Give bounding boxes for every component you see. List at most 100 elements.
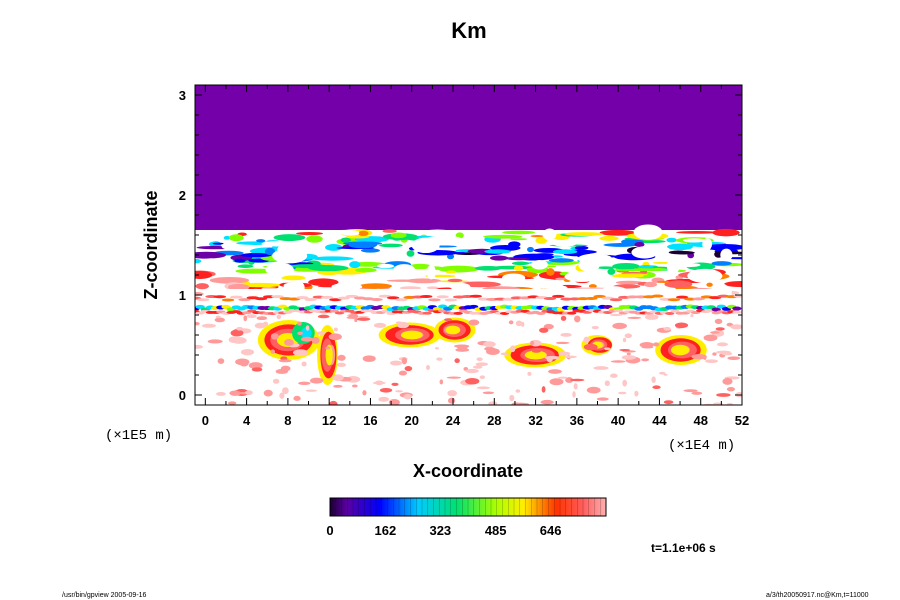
speckle <box>246 314 257 319</box>
band-cell <box>706 282 713 287</box>
lower-band-edge <box>221 298 235 302</box>
speckle <box>333 327 338 332</box>
lower-band-edge <box>585 296 598 300</box>
speckle <box>332 374 344 382</box>
speckle <box>622 379 628 387</box>
speckle <box>243 315 248 322</box>
lower-band-edge <box>436 295 449 299</box>
lower-band-edge <box>386 296 400 300</box>
speckle <box>391 382 399 387</box>
speckle <box>298 381 311 386</box>
x-axis-label: X-coordinate <box>413 461 523 481</box>
band-gap <box>201 258 221 267</box>
band-gap <box>682 238 706 243</box>
lower-band-edge <box>667 298 681 302</box>
lower-band-edge <box>469 294 482 298</box>
speckle <box>500 352 510 356</box>
speckle <box>691 353 707 360</box>
speckle <box>272 378 280 384</box>
lower-band-edge <box>254 297 268 301</box>
lower-band-edge <box>238 298 251 302</box>
speckle <box>455 348 470 352</box>
band-cell <box>360 248 380 253</box>
colorbar-tick-label: 162 <box>374 523 396 538</box>
band-cell <box>382 229 397 233</box>
speckle <box>447 397 456 404</box>
speckle <box>560 315 567 321</box>
band-cell <box>502 230 535 235</box>
speckle <box>398 370 407 376</box>
y-tick-label: 1 <box>179 288 186 303</box>
band-cell <box>348 241 378 249</box>
lower-band-edge <box>428 298 441 302</box>
band-cell <box>638 265 654 269</box>
colorbar-tick-label: 646 <box>540 523 562 538</box>
thin-layer-edge <box>665 311 675 315</box>
speckle <box>543 323 554 330</box>
band-cell <box>437 265 479 273</box>
speckle <box>510 345 516 353</box>
speckle <box>472 365 483 369</box>
speckle <box>555 341 570 345</box>
band-cell <box>445 270 457 274</box>
speckle <box>583 336 590 343</box>
speckle <box>618 391 627 395</box>
band-cell <box>513 265 524 271</box>
band-cell <box>234 258 246 263</box>
speckle <box>530 340 535 346</box>
band-gap <box>265 262 294 277</box>
speckle <box>476 357 483 362</box>
band-gap <box>633 224 663 240</box>
band-gap <box>422 229 453 236</box>
band-gap <box>720 248 733 262</box>
speckle <box>486 348 500 355</box>
speckle <box>560 333 572 337</box>
speckle <box>373 322 387 328</box>
x-tick-label: 48 <box>693 413 707 428</box>
band-gap <box>376 263 395 269</box>
speckle <box>229 390 241 396</box>
speckle <box>329 400 338 405</box>
speckle <box>612 322 627 330</box>
band-cell <box>240 252 272 258</box>
lower-band-edge <box>543 297 557 301</box>
speckle <box>231 337 247 344</box>
speckle <box>583 343 598 351</box>
speckle <box>446 376 462 379</box>
speckle <box>634 390 639 397</box>
band-cell <box>483 234 523 239</box>
speckle <box>316 331 326 335</box>
band-cell <box>261 287 277 290</box>
speckle <box>710 331 720 334</box>
band-gap <box>393 264 416 277</box>
speckle <box>201 323 216 328</box>
speckle <box>570 378 585 382</box>
speckle <box>468 319 480 326</box>
thin-layer-cell <box>711 307 721 312</box>
x-tick-label: 0 <box>202 413 209 428</box>
band-cell <box>296 231 323 236</box>
speckle <box>317 314 330 319</box>
speckle <box>703 334 718 342</box>
speckle <box>293 395 301 401</box>
lower-band-edge <box>337 296 350 300</box>
speckle <box>372 381 386 385</box>
band-cell <box>308 278 339 286</box>
upper-layer <box>195 85 742 230</box>
speckle <box>379 387 393 393</box>
speckle <box>309 377 324 384</box>
speckle <box>389 360 403 366</box>
speckle <box>564 355 577 359</box>
lower-band-edge <box>320 295 334 299</box>
speckle <box>652 385 661 390</box>
speckle <box>276 314 282 320</box>
speckle <box>333 384 343 388</box>
plume-core <box>524 350 547 360</box>
footer-left: /usr/bin/gpview 2005-09-16 <box>62 592 147 599</box>
band-cell <box>358 230 369 236</box>
band-cell <box>664 280 693 289</box>
band-cell <box>535 237 548 244</box>
band-gap <box>687 268 723 283</box>
band-cell <box>711 261 732 266</box>
speckle <box>434 347 439 350</box>
